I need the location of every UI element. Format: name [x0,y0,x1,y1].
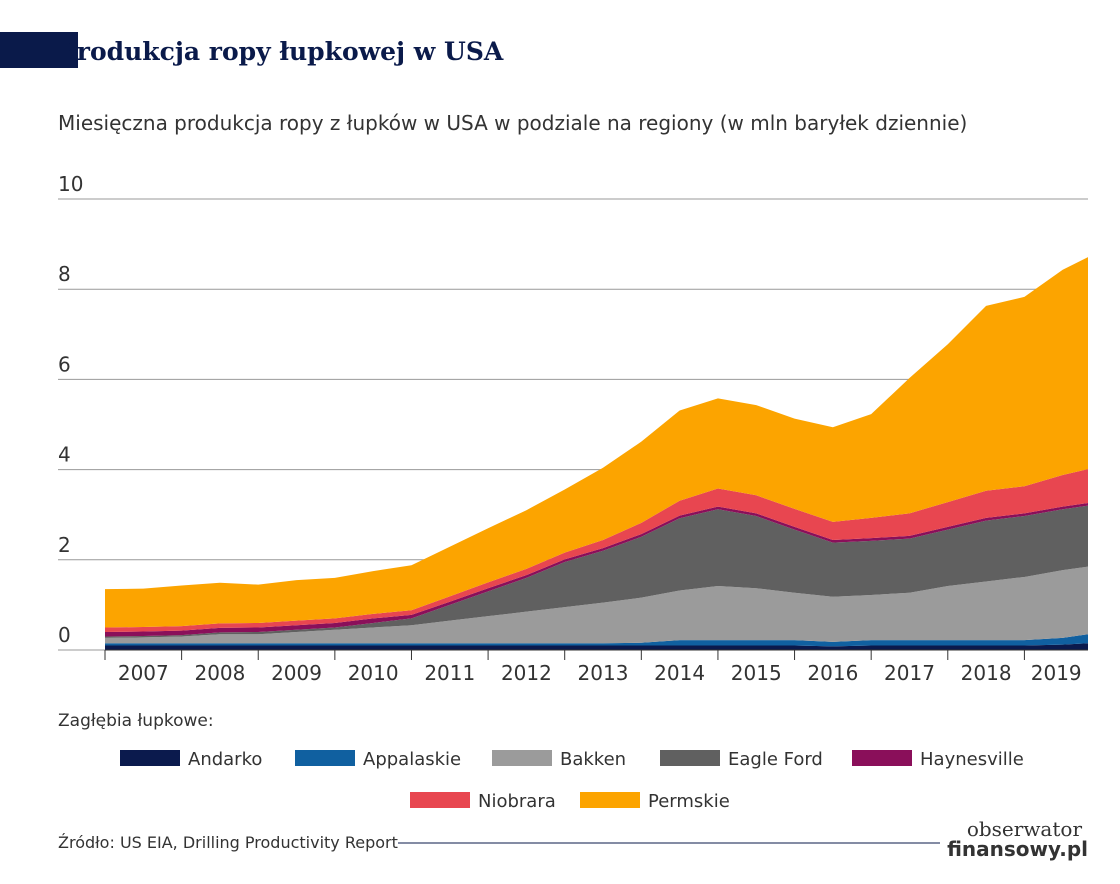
y-tick-label: 6 [58,352,71,376]
legend-label: Appalaskie [363,749,461,770]
logo: obserwator [967,817,1083,841]
x-tick-label: 2009 [271,661,322,685]
legend-label: Niobrara [478,791,556,812]
y-tick-label: 10 [58,172,83,196]
legend-swatch [410,792,470,808]
legend-swatch [660,750,720,766]
legend-label: Haynesville [920,749,1024,770]
x-tick-label: 2017 [884,661,935,685]
legend-swatch [580,792,640,808]
y-tick-label: 2 [58,533,71,557]
legend-label: Eagle Ford [728,749,823,770]
area [105,505,1088,638]
legend-label: Bakken [560,749,626,770]
x-tick-label: 2016 [807,661,858,685]
title-block [0,32,78,68]
x-tick-label: 2007 [118,661,169,685]
subtitle: Miesięczna produkcja ropy z łupków w USA… [58,111,967,135]
legend-label: Permskie [648,791,730,812]
area [105,566,1088,644]
x-tick-label: 2019 [1031,661,1082,685]
x-tick-label: 2008 [194,661,245,685]
legend-swatch [852,750,912,766]
x-tick-label: 2015 [731,661,782,685]
x-tick-label: 2010 [348,661,399,685]
legend-swatch [120,750,180,766]
x-tick-label: 2013 [578,661,629,685]
area [105,257,1088,628]
legend-label: Andarko [188,749,262,770]
y-tick-label: 4 [58,443,71,467]
x-tick-label: 2014 [654,661,705,685]
x-tick-label: 2011 [424,661,475,685]
logo: finansowy.pl [947,837,1088,861]
legend-title: Zagłębia łupkowe: [58,711,214,731]
source: Źródło: US EIA, Drilling Productivity Re… [58,833,398,852]
x-tick-label: 2018 [961,661,1012,685]
x-tick-label: 2012 [501,661,552,685]
legend-swatch [295,750,355,766]
legend-swatch [492,750,552,766]
y-tick-label: 8 [58,262,71,286]
chart-title: Produkcja ropy łupkowej w USA [58,37,504,66]
area [105,634,1088,647]
y-tick-label: 0 [58,623,71,647]
area [105,643,1088,650]
